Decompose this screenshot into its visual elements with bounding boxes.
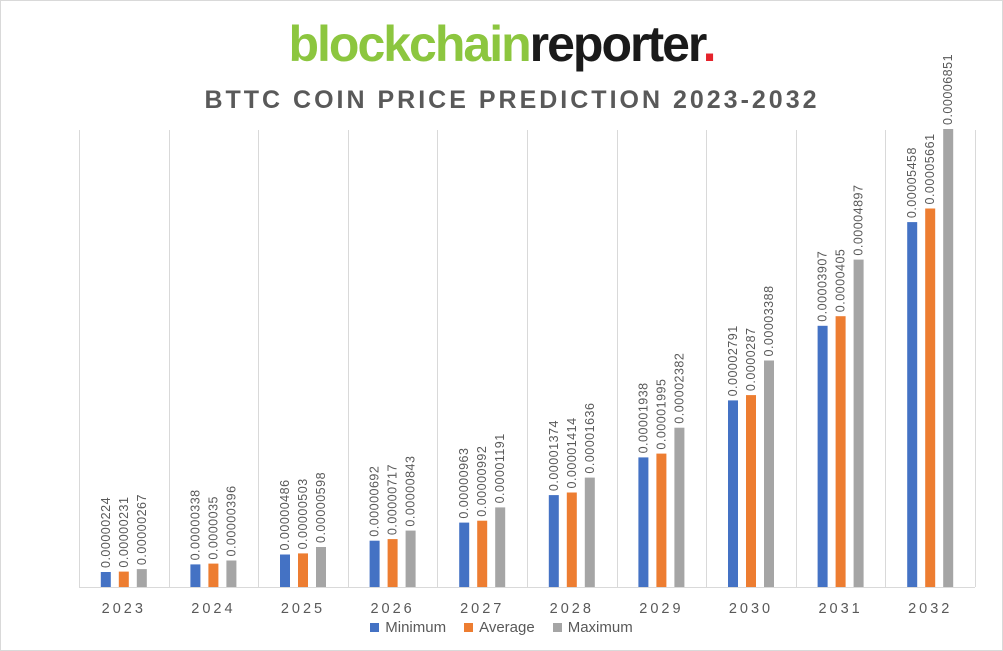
data-label: 0.00006851	[941, 54, 955, 125]
data-label: 0.00003388	[762, 285, 776, 356]
bar-minimum-2030	[728, 400, 738, 587]
data-label: 0.00000486	[278, 479, 292, 550]
data-label: 0.00000717	[386, 464, 400, 535]
x-tick-label: 2031	[818, 601, 862, 617]
logo-part-green: blockchain	[288, 16, 531, 72]
bar-average-2028	[566, 492, 577, 587]
bar-minimum-2032	[907, 222, 918, 587]
legend-item-maximum: Maximum	[552, 619, 633, 636]
x-tick-label: 2030	[729, 601, 773, 617]
data-label: 0.00002791	[726, 325, 740, 396]
data-label: 0.00005661	[923, 133, 937, 204]
data-label: 0.00001636	[583, 403, 597, 474]
bar-average-2031	[835, 316, 846, 587]
legend: Minimum Average Maximum	[0, 619, 1003, 636]
data-label: 0.00001374	[547, 420, 561, 491]
legend-item-minimum: Minimum	[370, 619, 446, 636]
data-label: 0.00000843	[404, 456, 418, 527]
x-tick-label: 2024	[191, 601, 235, 617]
data-label: 0.00000598	[314, 472, 328, 543]
data-label: 0.00002382	[672, 353, 686, 424]
x-tick-label: 2029	[639, 601, 683, 617]
logo-part-black: reporter	[529, 16, 705, 72]
bar-average-2023	[118, 571, 129, 587]
bar-maximum-2032	[943, 129, 954, 587]
bar-maximum-2024	[226, 560, 237, 587]
data-label: 0.00000338	[188, 489, 202, 560]
logo: blockchainreporter.	[0, 14, 1003, 74]
bar-minimum-2023	[100, 572, 111, 587]
data-label: 0.00000503	[296, 478, 310, 549]
bar-average-2027	[477, 520, 488, 587]
legend-item-average: Average	[464, 619, 535, 636]
bar-maximum-2028	[584, 477, 595, 587]
bar-maximum-2029	[674, 427, 685, 587]
bar-average-2025	[298, 553, 308, 587]
data-label: 0.0000035	[206, 496, 220, 560]
x-tick-label: 2023	[102, 601, 146, 617]
data-label: 0.0000405	[834, 249, 848, 313]
x-tick-label: 2028	[550, 601, 594, 617]
data-label: 0.00001995	[654, 379, 668, 450]
data-label: 0.00000692	[368, 466, 382, 537]
legend-swatch	[552, 623, 562, 632]
data-label: 0.00000396	[224, 485, 238, 556]
data-label: 0.00000963	[457, 448, 471, 519]
bar-maximum-2031	[853, 259, 864, 587]
bar-minimum-2031	[817, 325, 828, 587]
legend-swatch	[464, 623, 474, 632]
legend-label: Maximum	[567, 619, 633, 636]
x-tick-label: 2026	[370, 601, 414, 617]
bar-maximum-2025	[316, 547, 326, 587]
bar-minimum-2026	[369, 540, 380, 587]
legend-swatch	[370, 623, 380, 632]
legend-label: Minimum	[385, 619, 447, 636]
data-label: 0.00000267	[135, 494, 149, 565]
data-label: 0.00001938	[636, 382, 650, 453]
bar-average-2029	[656, 453, 667, 587]
bar-minimum-2027	[459, 522, 470, 587]
data-label: 0.00001414	[565, 417, 579, 488]
data-label: 0.00000224	[99, 497, 113, 568]
data-label: 0.00004897	[852, 185, 866, 256]
data-label: 0.00000992	[475, 446, 489, 517]
bar-average-2026	[387, 539, 398, 587]
x-tick-label: 2027	[460, 601, 504, 617]
bar-maximum-2027	[495, 507, 506, 587]
bar-maximum-2030	[764, 360, 774, 587]
bar-maximum-2026	[405, 530, 416, 587]
x-tick-label: 2025	[281, 601, 325, 617]
bar-minimum-2025	[280, 554, 290, 587]
logo-dot: .	[702, 16, 717, 72]
bar-minimum-2028	[548, 495, 559, 587]
data-label: 0.00001191	[493, 433, 507, 503]
x-tick-label: 2032	[908, 601, 952, 617]
legend-label: Average	[479, 619, 535, 636]
bar-average-2032	[925, 208, 936, 587]
bar-maximum-2023	[136, 569, 147, 587]
data-label: 0.00005458	[905, 147, 919, 218]
chart-title: BTTC COIN PRICE PREDICTION 2023-2032	[204, 86, 819, 114]
data-label: 0.00000231	[117, 497, 131, 568]
data-label: 0.00003907	[816, 251, 830, 322]
bar-minimum-2029	[638, 457, 649, 587]
bar-minimum-2024	[190, 564, 201, 587]
bar-average-2030	[746, 395, 756, 587]
bar-average-2024	[208, 563, 219, 587]
data-label: 0.0000287	[744, 328, 758, 392]
